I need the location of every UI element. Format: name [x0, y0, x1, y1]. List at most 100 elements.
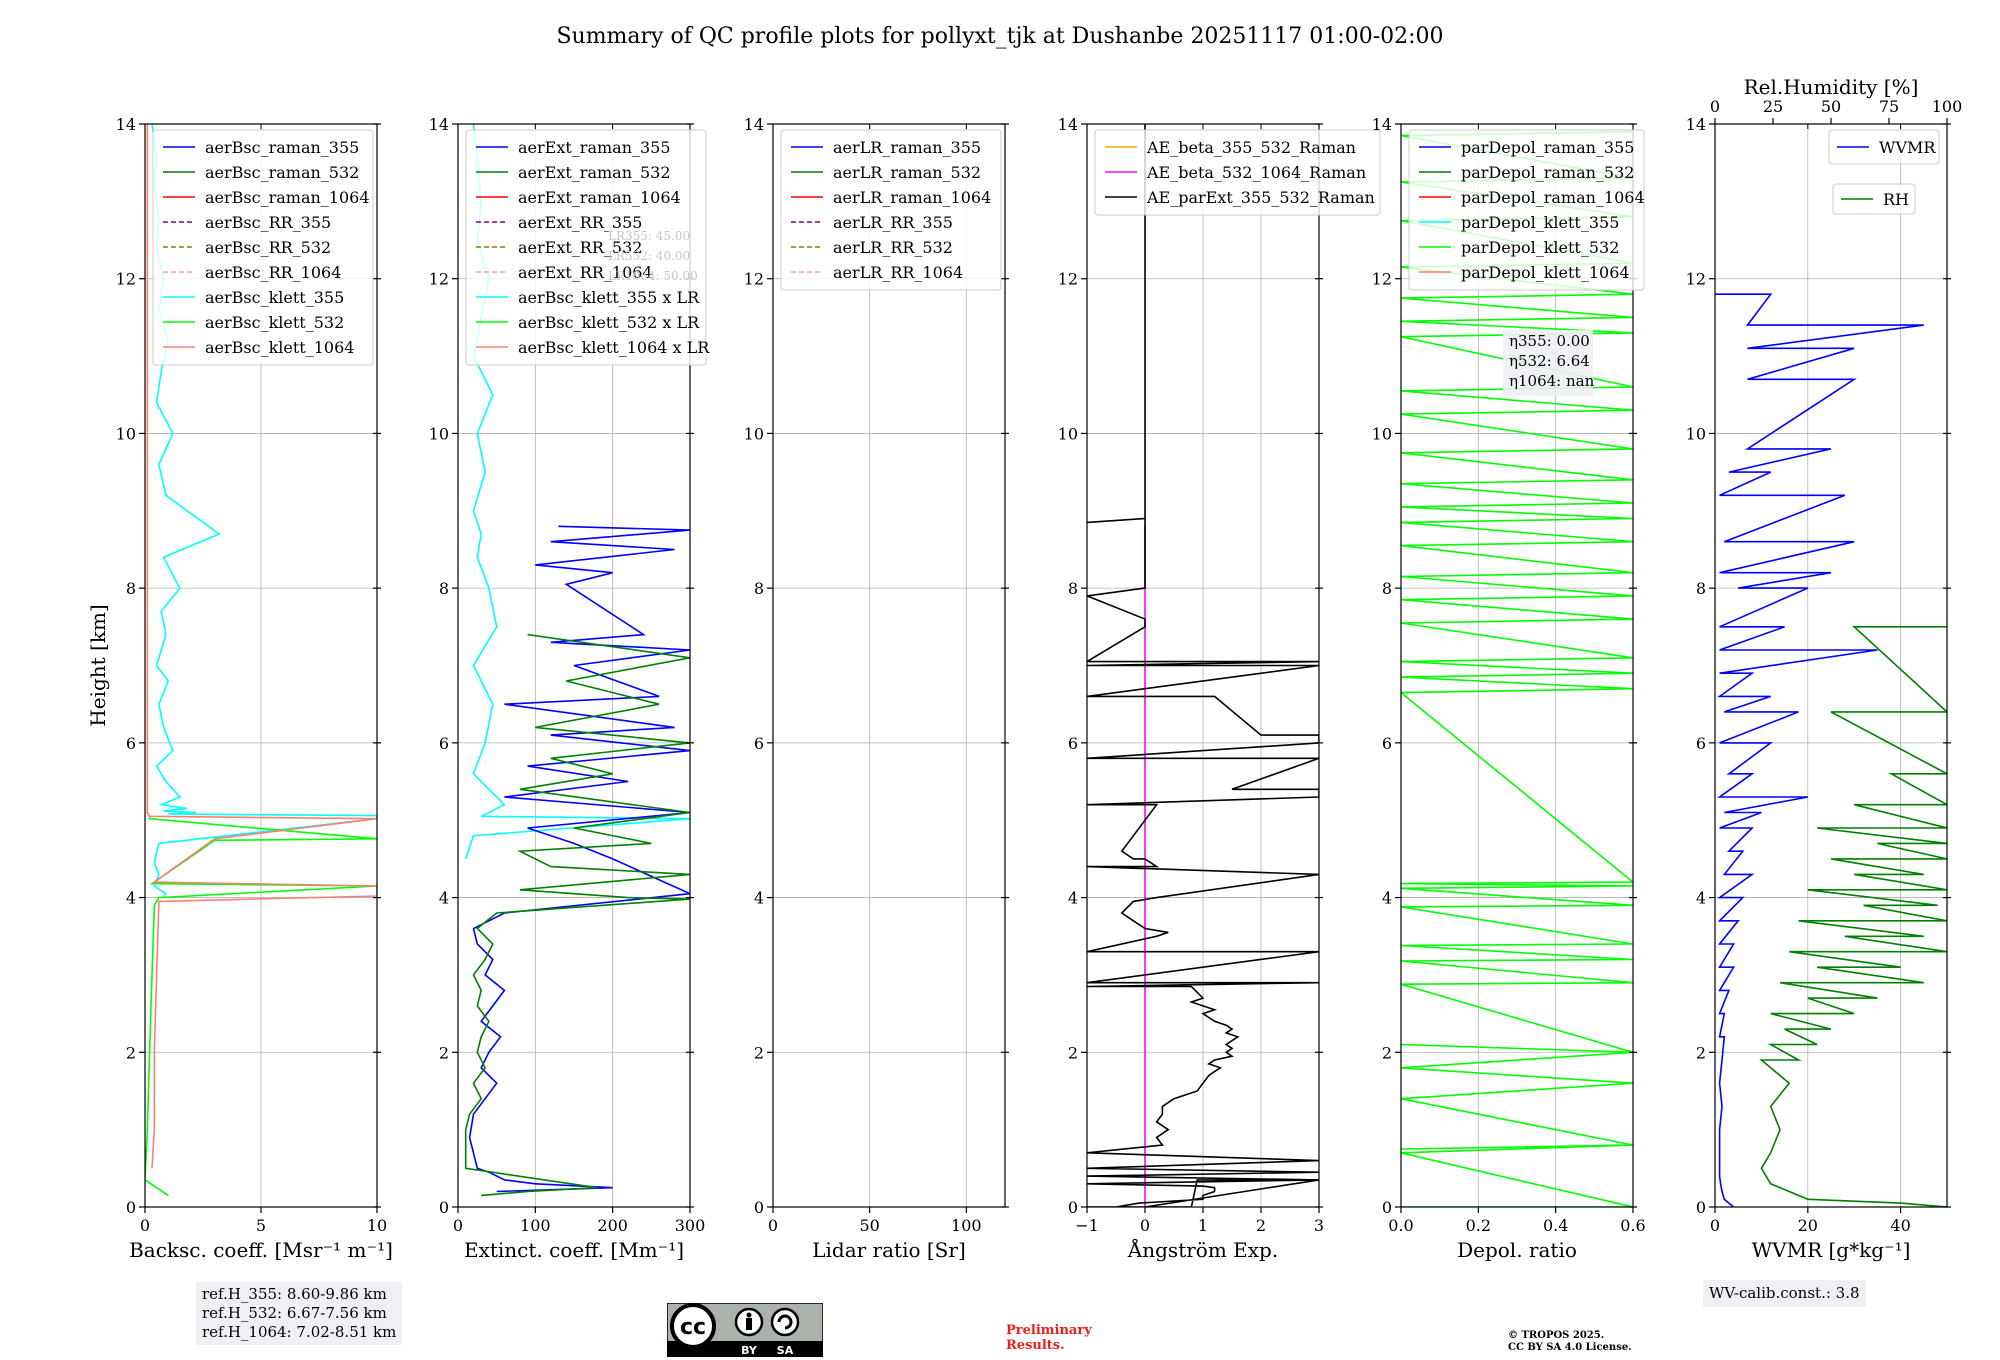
y-tick-label: 4 [1382, 889, 1392, 908]
x-tick-label: 0 [453, 1216, 463, 1235]
y-tick-label: 6 [439, 734, 449, 753]
annotation-label: η532: 6.64 [1509, 352, 1590, 370]
y-tick-label: 0 [1382, 1198, 1392, 1217]
plot-frame [457, 123, 691, 1208]
y-tick-label: 2 [754, 1043, 764, 1062]
y-tick-label: 14 [1372, 115, 1392, 134]
annotation-label: LR1064: 50.00 [608, 269, 698, 283]
x-tick-label: −1 [1075, 1216, 1099, 1235]
y-tick-label: 12 [1686, 270, 1706, 289]
y-tick-label: 14 [116, 115, 136, 134]
series-aerExt_raman_355 [468, 525, 690, 1193]
y-tick-label: 12 [744, 270, 764, 289]
x-tick-label: 2 [1256, 1216, 1266, 1235]
legend-box [1832, 183, 1916, 215]
annotation-label: LR532: 40.00 [608, 249, 690, 263]
y-tick-label: 4 [754, 889, 764, 908]
legend-label: parDepol_raman_355 [1461, 138, 1634, 157]
series-aerExt_raman_532 [464, 633, 690, 1197]
y-tick-label: 10 [1372, 424, 1392, 443]
copyright-line-1: © TROPOS 2025. [1508, 1330, 1605, 1341]
x-tick-label: 5 [256, 1216, 266, 1235]
y-tick-label: 2 [126, 1043, 136, 1062]
legend-label: aerLR_RR_532 [833, 238, 953, 257]
top-x-tick-label: 25 [1763, 97, 1783, 116]
x-tick-label: 100 [951, 1216, 982, 1235]
x-axis-label: Backsc. coeff. [Msr⁻¹ m⁻¹] [129, 1238, 393, 1262]
refh-355: ref.H_355: 8.60-9.86 km [202, 1285, 387, 1303]
y-tick-label: 8 [1382, 579, 1392, 598]
legend-label: aerBsc_klett_1064 [205, 338, 354, 357]
x-tick-label: 40 [1890, 1216, 1910, 1235]
legend-label: aerExt_RR_532 [518, 238, 642, 257]
y-tick-label: 6 [1382, 734, 1392, 753]
legend: aerLR_raman_355 aerLR_raman_532 aerLR_rama… [780, 129, 1002, 291]
legend-label: parDepol_klett_1064 [1461, 263, 1630, 282]
legend-box [1408, 129, 1645, 291]
legend-label: aerBsc_klett_1064 x LR [518, 338, 710, 357]
annotation: LR355: 45.00 LR532: 40.00 LR1064: 50.00 [608, 229, 698, 283]
y-tick-label: 2 [1696, 1043, 1706, 1062]
series-AE_parExt_355_532_Raman [1087, 124, 1319, 1207]
legend-label: aerLR_RR_1064 [833, 263, 963, 282]
y-tick-label: 0 [1068, 1198, 1078, 1217]
y-tick-label: 0 [126, 1198, 136, 1217]
y-tick-label: 8 [1068, 579, 1078, 598]
y-tick-label: 0 [439, 1198, 449, 1217]
y-tick-label: 4 [126, 889, 136, 908]
x-tick-label: 3 [1314, 1216, 1324, 1235]
plot-frame [1714, 123, 1948, 1208]
legend-label: aerExt_RR_1064 [518, 263, 653, 282]
legend-label: aerBsc_klett_355 x LR [518, 288, 700, 307]
annotation-label: η1064: nan [1509, 372, 1595, 390]
y-tick-label: 0 [754, 1198, 764, 1217]
y-tick-label: 10 [744, 424, 764, 443]
copyright-note: © TROPOS 2025. CC BY SA 4.0 License. [1508, 1330, 1632, 1354]
panel-wv: 0 20 40 0 2 4 6 8 10 12 14 WVMR [g*kg⁻¹] 0 25 50 75 100 R… [1686, 75, 1963, 1262]
plot-frame [772, 123, 1006, 1208]
legend-label: aerBsc_raman_355 [205, 138, 359, 157]
legend-box [1094, 129, 1381, 216]
y-tick-label: 6 [126, 734, 136, 753]
legend-box [1828, 129, 1940, 165]
refh-532: ref.H_532: 6.67-7.56 km [202, 1304, 387, 1322]
legend-label: aerBsc_klett_532 x LR [518, 313, 700, 332]
plot-frame [1400, 123, 1634, 1208]
legend-label: aerLR_RR_355 [833, 213, 953, 232]
legend-label: aerBsc_klett_532 [205, 313, 344, 332]
preliminary-line-2: Results. [1006, 1338, 1065, 1353]
x-tick-label: 1 [1198, 1216, 1208, 1235]
legend: parDepol_raman_355 parDepol_raman_532 parD… [1408, 129, 1645, 291]
legend-label: aerBsc_klett_355 [205, 288, 344, 307]
legend-label: parDepol_raman_1064 [1461, 188, 1645, 207]
x-axis-label: WVMR [g*kg⁻¹] [1752, 1238, 1911, 1262]
top-x-tick-label: 75 [1879, 97, 1899, 116]
x-tick-label: 0.6 [1620, 1216, 1645, 1235]
y-tick-label: 0 [1696, 1198, 1706, 1217]
annotation-label: LR355: 45.00 [608, 229, 690, 243]
y-tick-label: 4 [1696, 889, 1706, 908]
legend-box [465, 129, 707, 366]
top-x-tick-label: 0 [1710, 97, 1720, 116]
x-axis-label: Extinct. coeff. [Mm⁻¹] [464, 1238, 684, 1262]
x-tick-label: 300 [675, 1216, 706, 1235]
y-tick-label: 4 [439, 889, 449, 908]
y-tick-label: 8 [126, 579, 136, 598]
legend-label: aerLR_raman_1064 [833, 188, 991, 207]
y-tick-label: 12 [1058, 270, 1078, 289]
series-group [1087, 124, 1319, 1207]
legend-label: aerExt_raman_1064 [518, 188, 681, 207]
reference-height-box: ref.H_355: 8.60-9.86 km ref.H_532: 6.67-… [196, 1282, 403, 1345]
x-tick-label: 50 [859, 1216, 879, 1235]
y-axis-label: Height [km] [86, 604, 110, 726]
y-tick-label: 10 [429, 424, 449, 443]
cc-text: cc [680, 1315, 706, 1340]
x-tick-label: 100 [520, 1216, 551, 1235]
series-WVMR [1715, 293, 1924, 1207]
y-tick-label: 8 [1696, 579, 1706, 598]
x-tick-label: 0.2 [1466, 1216, 1491, 1235]
series-group [1715, 293, 1947, 1207]
y-tick-label: 14 [429, 115, 449, 134]
y-tick-label: 8 [754, 579, 764, 598]
